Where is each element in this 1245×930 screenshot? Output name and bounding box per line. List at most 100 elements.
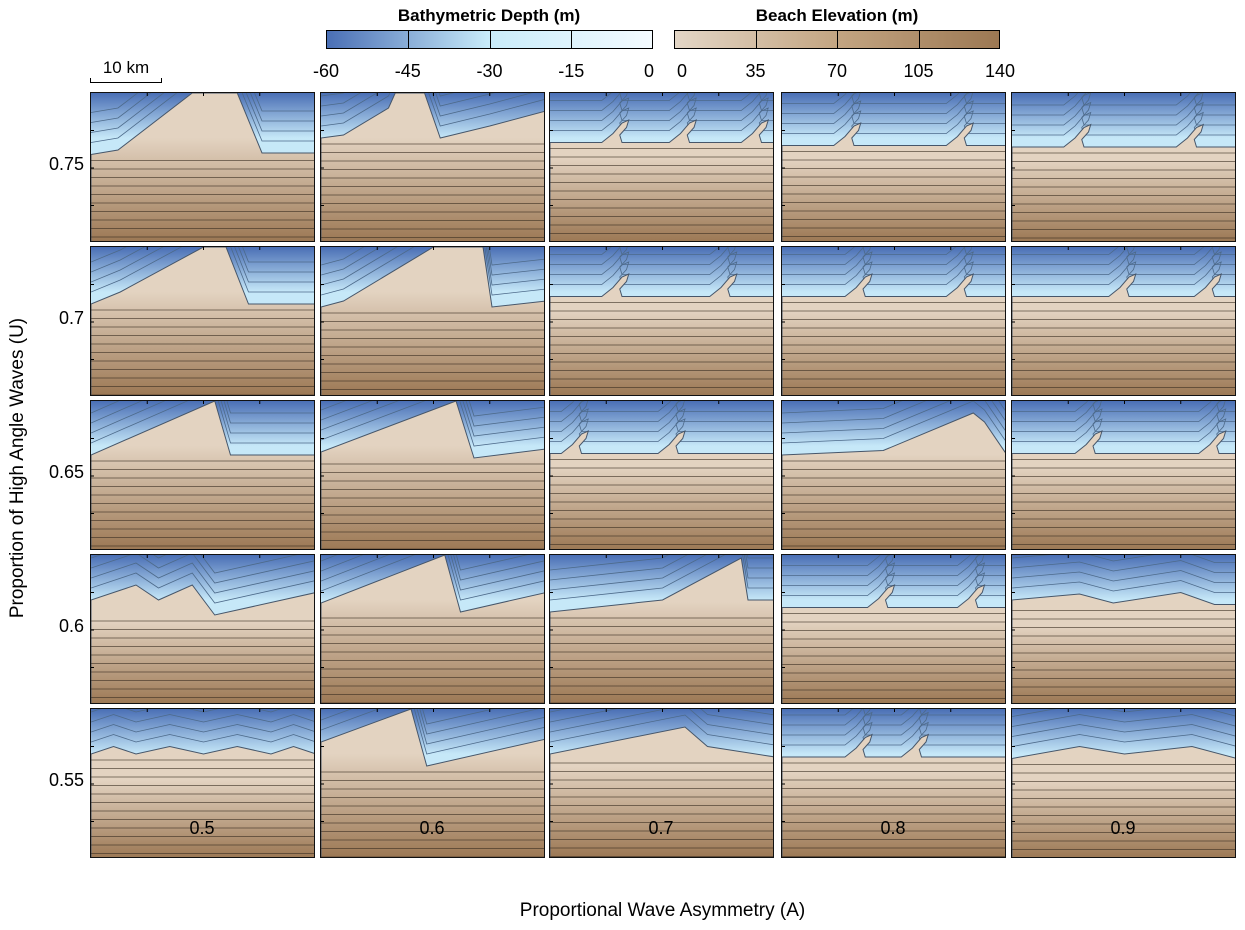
x-tick-label: 0.9: [1110, 818, 1136, 838]
colorbar-tick: [755, 31, 757, 48]
bathymetry-contour: [91, 401, 314, 444]
bathymetry-contour: [321, 709, 544, 755]
y-tick-label: 0.75: [48, 154, 84, 174]
bathymetry-contour: [321, 555, 544, 591]
colorbar-tick: [837, 31, 838, 48]
colorbar-tick-label: 105: [903, 61, 934, 81]
colorbar-tick-label: 140: [984, 61, 1016, 81]
bathymetry-contour: [550, 555, 773, 601]
bathymetry-contour: [782, 555, 1005, 576]
bathymetry-contour: [782, 401, 1005, 434]
bathymetry-contour: [1012, 570, 1235, 583]
land: [91, 745, 314, 857]
land: [782, 122, 1005, 241]
bathymetry-contour: [321, 247, 544, 296]
panel-A0.8-U0.6: [781, 554, 1006, 704]
y-tick-label: 0.7: [58, 308, 84, 328]
land: [782, 584, 1005, 703]
land: [1012, 123, 1235, 241]
panel-A0.7-U0.65: [549, 400, 774, 550]
bathymetry-contour: [782, 721, 1005, 746]
bathymetry-contour: [550, 401, 773, 422]
panel-A0.6-U0.65: [320, 400, 545, 550]
panel-A0.7-U0.75: [549, 92, 774, 242]
panel-A0.5-U0.7: [90, 246, 315, 396]
bathymetry-contour: [1012, 580, 1235, 593]
bathymetry-contour: [1012, 93, 1235, 106]
bathymetry-contour: [91, 247, 314, 293]
colorbar-tick-label: -45: [394, 61, 421, 81]
bathymetry-contour: [550, 408, 773, 432]
colorbar-tick: [918, 31, 920, 48]
bathymetry-contour: [91, 401, 314, 414]
panel-A0.7-U0.7: [549, 246, 774, 396]
bathymetry-contour: [550, 401, 773, 412]
scale-bar-label: 10 km: [102, 58, 150, 77]
land: [91, 247, 314, 395]
bathymetry-contour: [91, 562, 314, 594]
bathymetry-contour: [321, 555, 529, 571]
land: [550, 557, 773, 703]
bathymetry-contour: [782, 110, 1005, 134]
x-tick-label: 0.8: [880, 818, 906, 838]
colorbar-tick: [407, 31, 409, 48]
y-tick-label: 0.6: [58, 616, 84, 636]
bathymetry-contour: [1012, 93, 1235, 116]
bathymetry-contour: [782, 572, 1005, 596]
colorbar-tick-label: 35: [745, 61, 766, 81]
land: [550, 430, 773, 549]
panel-A0.8-U0.65: [781, 400, 1006, 550]
land: [91, 93, 314, 241]
panel-A0.9-U0.6: [1011, 554, 1236, 704]
bathymetry-contour: [321, 247, 544, 276]
bathymetry-contour: [782, 93, 1005, 104]
bathymetry-contour: [782, 261, 1005, 285]
bathymetry-contour: [321, 709, 544, 745]
bathymetry-contour: [1012, 247, 1235, 255]
land: [321, 709, 544, 857]
land: [321, 401, 544, 549]
land: [550, 273, 773, 395]
x-tick-label: 0.7: [648, 818, 674, 838]
bathymetry-contour: [782, 709, 1005, 716]
bathymetry-contour: [550, 247, 773, 255]
bathymetry-contour: [91, 93, 314, 123]
bathymetry-contour: [550, 709, 773, 716]
land: [1012, 591, 1235, 703]
bathymetry-contour: [782, 247, 1005, 255]
bathymetry-contour: [321, 401, 544, 447]
x-tick-label: 0.5: [189, 818, 215, 838]
bathymetry-contour: [1012, 261, 1235, 285]
land: [782, 412, 1005, 549]
land: [321, 93, 544, 241]
panel-A0.5-U0.65: [90, 400, 315, 550]
bathymetry-contour: [782, 562, 1005, 586]
bathymetry-contour: [1012, 401, 1235, 412]
bathymetry-contour: [321, 555, 544, 601]
bathymetry-contour: [91, 555, 314, 584]
bathymetry-contour: [550, 555, 773, 571]
bathymetry-contour: [321, 401, 544, 427]
bathymetry-contour: [550, 709, 773, 736]
colorbar-tick-label: 70: [826, 61, 848, 81]
land: [782, 733, 1005, 857]
land: [321, 247, 544, 395]
bathymetry-contour: [550, 251, 773, 275]
x-axis-title: Proportional Wave Asymmetry (A): [519, 900, 806, 921]
bathymetry-contour: [1012, 724, 1235, 737]
bathymetry-contour: [782, 709, 1005, 726]
bathymetry-contour: [91, 247, 314, 263]
panel-A0.6-U0.75: [320, 92, 545, 242]
bathymetry-contour: [321, 93, 496, 107]
colorbar-tick: [489, 31, 491, 48]
panel-A0.6-U0.7: [320, 246, 545, 396]
land: [1012, 273, 1235, 395]
bathymetry-contour: [550, 709, 773, 726]
bathymetry-contour: [782, 401, 1005, 424]
bathymetry-contour: [1012, 734, 1235, 747]
bathymetry-contour: [550, 247, 773, 265]
land: [550, 119, 773, 241]
bathymetry-contour: [550, 261, 773, 285]
bathymetry-contour: [782, 93, 1005, 114]
bathymetry-contour: [91, 734, 314, 743]
